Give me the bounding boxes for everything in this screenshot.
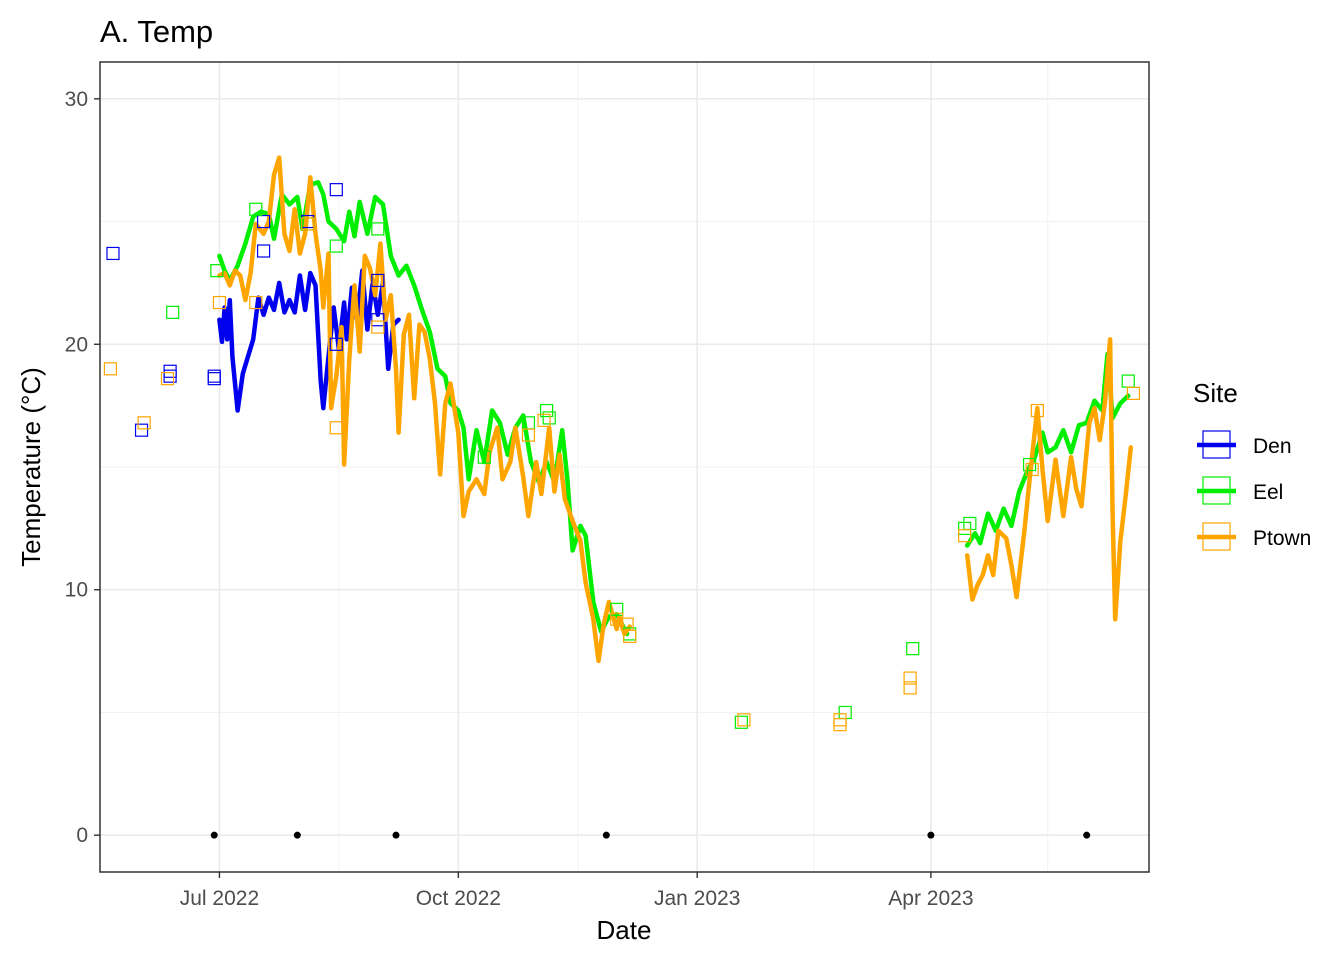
data-point-ptown bbox=[623, 629, 637, 643]
data-point-den bbox=[371, 273, 385, 288]
data-point-eel bbox=[477, 450, 491, 464]
legend-title: Site bbox=[1193, 378, 1238, 408]
data-point-ptown bbox=[103, 362, 117, 376]
x-tick-label: Jul 2022 bbox=[180, 887, 259, 910]
baseline-marker bbox=[210, 831, 218, 839]
data-point-ptown bbox=[329, 421, 343, 435]
data-point-eel bbox=[958, 521, 972, 535]
baseline-marker bbox=[293, 831, 301, 839]
baseline-markers bbox=[210, 831, 1091, 839]
x-tick-label: Jan 2023 bbox=[654, 887, 740, 910]
legend-label-den: Den bbox=[1253, 435, 1292, 458]
data-point-ptown bbox=[249, 295, 263, 310]
series-line-ptown bbox=[964, 337, 1134, 622]
baseline-marker bbox=[927, 831, 935, 839]
data-point-eel bbox=[906, 642, 920, 656]
y-tick-label: 10 bbox=[65, 579, 88, 602]
data-point-eel bbox=[542, 411, 556, 425]
series-line-ptown bbox=[217, 155, 632, 664]
series-lines bbox=[217, 155, 1134, 664]
data-point-ptown bbox=[371, 320, 385, 334]
data-point-ptown bbox=[958, 529, 972, 543]
data-point-eel bbox=[610, 602, 624, 616]
baseline-marker bbox=[602, 831, 610, 839]
data-point-den bbox=[329, 337, 343, 351]
chart-title: A. Temp bbox=[100, 14, 213, 49]
data-point-den bbox=[106, 246, 120, 261]
series-points bbox=[103, 183, 1141, 732]
baseline-marker bbox=[392, 831, 400, 839]
data-point-ptown bbox=[833, 713, 847, 727]
data-point-den bbox=[134, 423, 149, 437]
data-point-ptown bbox=[903, 671, 917, 685]
data-point-den bbox=[329, 183, 343, 197]
x-tick-label: Apr 2023 bbox=[888, 887, 973, 910]
y-axis-title: Temperature (°C) bbox=[16, 367, 46, 567]
y-tick-label: 0 bbox=[76, 824, 88, 847]
data-point-ptown bbox=[1025, 462, 1039, 477]
data-point-ptown bbox=[737, 713, 751, 727]
data-point-eel bbox=[540, 403, 554, 418]
data-point-den bbox=[207, 372, 221, 386]
data-point-eel bbox=[371, 222, 385, 236]
data-point-den bbox=[256, 214, 271, 229]
x-tick-label: Oct 2022 bbox=[416, 887, 501, 910]
data-point-den bbox=[371, 313, 385, 327]
data-point-eel bbox=[249, 202, 263, 216]
data-point-ptown bbox=[537, 413, 551, 427]
legend-label-ptown: Ptown bbox=[1253, 527, 1311, 550]
baseline-marker bbox=[1083, 831, 1091, 839]
data-point-den bbox=[256, 244, 271, 258]
data-point-ptown bbox=[137, 416, 151, 430]
plot-border bbox=[99, 61, 1150, 873]
data-point-eel bbox=[734, 715, 748, 729]
data-point-eel bbox=[329, 239, 343, 253]
data-point-ptown bbox=[160, 372, 175, 386]
data-point-eel bbox=[1022, 457, 1037, 472]
data-point-ptown bbox=[521, 428, 536, 442]
data-point-eel bbox=[210, 264, 224, 278]
data-point-ptown bbox=[903, 681, 917, 695]
legend-label-eel: Eel bbox=[1253, 481, 1283, 504]
data-point-den bbox=[163, 369, 177, 383]
data-point-ptown bbox=[1126, 386, 1141, 400]
legend: Site Den Eel Ptown bbox=[1193, 378, 1311, 551]
y-tick-label: 30 bbox=[65, 88, 88, 111]
data-point-ptown bbox=[1030, 403, 1044, 418]
data-point-ptown bbox=[212, 295, 227, 310]
y-tick-label: 20 bbox=[65, 333, 88, 356]
y-axis: 0 10 20 30 bbox=[65, 88, 100, 847]
data-point-ptown bbox=[610, 612, 624, 626]
x-axis-title: Date bbox=[597, 915, 652, 945]
x-axis: Jul 2022 Oct 2022 Jan 2023 Apr 2023 bbox=[180, 872, 974, 910]
series-line-eel bbox=[217, 180, 630, 637]
series-line-den bbox=[217, 268, 401, 413]
data-point-ptown bbox=[301, 217, 315, 231]
data-point-eel bbox=[166, 305, 180, 319]
